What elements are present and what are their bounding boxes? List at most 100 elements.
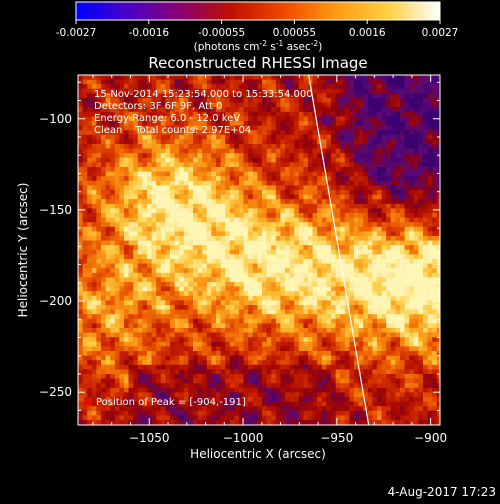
heatmap-cell [382, 158, 387, 163]
heatmap-cell [405, 130, 410, 135]
heatmap-cell [253, 241, 258, 246]
heatmap-cell [161, 254, 166, 259]
heatmap-cell [83, 185, 88, 190]
heatmap-cell [409, 250, 414, 255]
heatmap-cell [156, 245, 161, 250]
colorbar-tick-label: -0.0016 [129, 27, 170, 39]
heatmap-cell [175, 162, 180, 167]
heatmap-cell [276, 112, 281, 117]
heatmap-cell [239, 277, 244, 282]
heatmap-cell [400, 300, 405, 305]
heatmap-cell [207, 218, 212, 223]
heatmap-cell [432, 296, 437, 301]
heatmap-cell [368, 305, 373, 310]
heatmap-cell [368, 346, 373, 351]
heatmap-cell [382, 204, 387, 209]
heatmap-cell [372, 300, 377, 305]
heatmap-cell [170, 360, 175, 365]
heatmap-cell [87, 222, 92, 227]
heatmap-cell [106, 254, 111, 259]
heatmap-cell [96, 199, 101, 204]
heatmap-cell [92, 323, 97, 328]
heatmap-cell [423, 107, 428, 112]
heatmap-cell [83, 204, 88, 209]
heatmap-cell [165, 328, 170, 333]
heatmap-cell [248, 185, 253, 190]
heatmap-cell [193, 162, 198, 167]
heatmap-cell [92, 282, 97, 287]
heatmap-cell [428, 149, 433, 154]
heatmap-cell [257, 351, 262, 356]
heatmap-cell [216, 139, 221, 144]
heatmap-cell [119, 264, 124, 269]
heatmap-cell [239, 144, 244, 149]
heatmap-cell [336, 84, 341, 89]
heatmap-cell [198, 296, 203, 301]
heatmap-cell [142, 323, 147, 328]
heatmap-cell [179, 250, 184, 255]
heatmap-cell [106, 264, 111, 269]
heatmap-cell [101, 346, 106, 351]
heatmap-cell [225, 144, 230, 149]
heatmap-cell [156, 227, 161, 232]
heatmap-cell [285, 287, 290, 292]
heatmap-cell [377, 208, 382, 213]
heatmap-cell [299, 172, 304, 177]
heatmap-cell [133, 199, 138, 204]
heatmap-cell [322, 112, 327, 117]
heatmap-cell [161, 337, 166, 342]
heatmap-cell [184, 245, 189, 250]
heatmap-cell [409, 89, 414, 94]
heatmap-cell [262, 296, 267, 301]
heatmap-cell [133, 277, 138, 282]
heatmap-cell [170, 181, 175, 186]
heatmap-cell [267, 254, 272, 259]
heatmap-cell [92, 287, 97, 292]
heatmap-cell [276, 139, 281, 144]
heatmap-cell [303, 112, 308, 117]
heatmap-cell [239, 241, 244, 246]
heatmap-cell [239, 213, 244, 218]
heatmap-cell [391, 291, 396, 296]
heatmap-cell [317, 254, 322, 259]
heatmap-cell [78, 144, 83, 149]
heatmap-cell [386, 222, 391, 227]
heatmap-cell [372, 346, 377, 351]
heatmap-cell [326, 222, 331, 227]
heatmap-cell [418, 245, 423, 250]
heatmap-cell [368, 144, 373, 149]
heatmap-cell [308, 296, 313, 301]
heatmap-cell [372, 139, 377, 144]
heatmap-cell [377, 75, 382, 80]
heatmap-cell [418, 296, 423, 301]
heatmap-cell [299, 103, 304, 108]
heatmap-cell [225, 139, 230, 144]
heatmap-cell [147, 277, 152, 282]
heatmap-cell [175, 360, 180, 365]
heatmap-cell [418, 176, 423, 181]
heatmap-cell [372, 342, 377, 347]
heatmap-cell [221, 360, 226, 365]
heatmap-cell [234, 305, 239, 310]
heatmap-cell [78, 181, 83, 186]
heatmap-cell [119, 300, 124, 305]
heatmap-cell [267, 144, 272, 149]
heatmap-cell [423, 130, 428, 135]
heatmap-cell [386, 356, 391, 361]
heatmap-cell [363, 116, 368, 121]
heatmap-cell [225, 328, 230, 333]
heatmap-cell [368, 126, 373, 131]
heatmap-cell [395, 218, 400, 223]
heatmap-cell [211, 333, 216, 338]
heatmap-cell [271, 291, 276, 296]
heatmap-cell [262, 144, 267, 149]
heatmap-cell [391, 296, 396, 301]
heatmap-cell [294, 121, 299, 126]
heatmap-cell [391, 245, 396, 250]
heatmap-cell [368, 80, 373, 85]
heatmap-cell [299, 218, 304, 223]
heatmap-cell [377, 103, 382, 108]
heatmap-cell [110, 181, 115, 186]
heatmap-cell [336, 314, 341, 319]
heatmap-cell [322, 93, 327, 98]
